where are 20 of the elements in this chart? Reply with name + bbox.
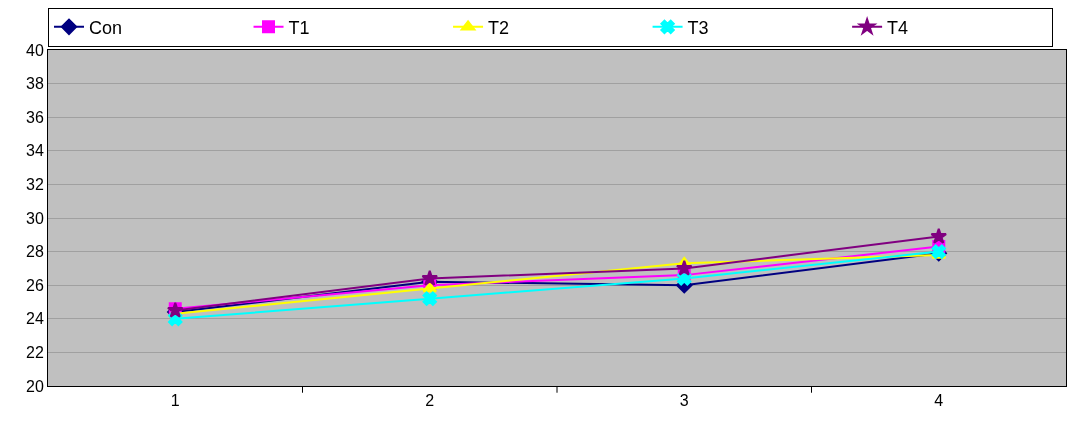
legend-label: T4 bbox=[887, 17, 909, 38]
y-tick-label: 24 bbox=[26, 310, 44, 328]
y-tick-label: 22 bbox=[26, 344, 44, 361]
x-tick-label: 4 bbox=[934, 392, 944, 410]
x-tick-label: 2 bbox=[425, 392, 435, 410]
y-tick-label: 38 bbox=[26, 75, 44, 93]
y-tick-label: 20 bbox=[26, 377, 44, 395]
y-tick-label: 28 bbox=[26, 243, 44, 261]
y-tick-label: 30 bbox=[26, 209, 44, 227]
legend-label: T3 bbox=[687, 17, 709, 38]
legend-label: T2 bbox=[488, 17, 510, 38]
y-tick-label: 26 bbox=[26, 276, 44, 294]
y-tick-label: 32 bbox=[26, 176, 44, 193]
y-tick-label: 40 bbox=[26, 41, 44, 59]
legend-label: T1 bbox=[288, 17, 310, 38]
y-tick-label: 36 bbox=[26, 108, 44, 126]
y-tick-label: 34 bbox=[26, 142, 44, 160]
x-tick-label: 1 bbox=[170, 392, 180, 410]
x-tick-label: 3 bbox=[679, 392, 689, 410]
legend-label: Con bbox=[89, 17, 123, 38]
